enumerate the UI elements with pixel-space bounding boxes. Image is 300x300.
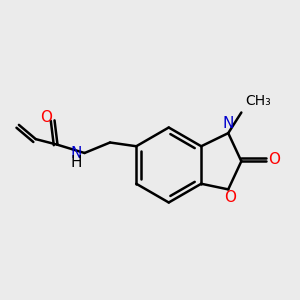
Text: N: N [70,146,82,161]
Text: CH₃: CH₃ [245,94,271,108]
Text: O: O [268,152,280,167]
Text: O: O [40,110,52,125]
Text: H: H [70,155,82,170]
Text: O: O [224,190,236,205]
Text: N: N [223,116,234,131]
